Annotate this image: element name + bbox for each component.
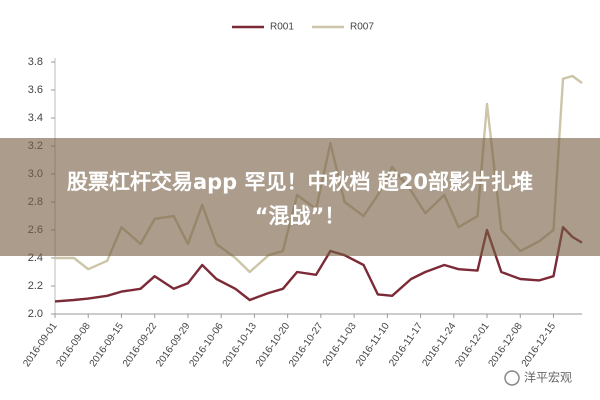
overlay-band <box>0 138 600 256</box>
overlay-text: “混战”！ <box>255 204 346 228</box>
y-tick-label: 3.6 <box>28 84 43 96</box>
watermark-icon <box>504 370 520 386</box>
y-tick-label: 3.4 <box>28 112 43 124</box>
overlay-text: 股票杠杆交易app 罕见！中秋档 超20部影片扎堆 <box>67 170 533 194</box>
y-tick-label: 2.2 <box>28 280 43 292</box>
y-tick-label: 3.8 <box>28 56 43 68</box>
legend-label: R007 <box>350 22 374 33</box>
y-tick-label: 2.0 <box>28 308 43 320</box>
legend-label: R001 <box>270 22 294 33</box>
watermark: 洋平宏观 <box>524 370 572 385</box>
